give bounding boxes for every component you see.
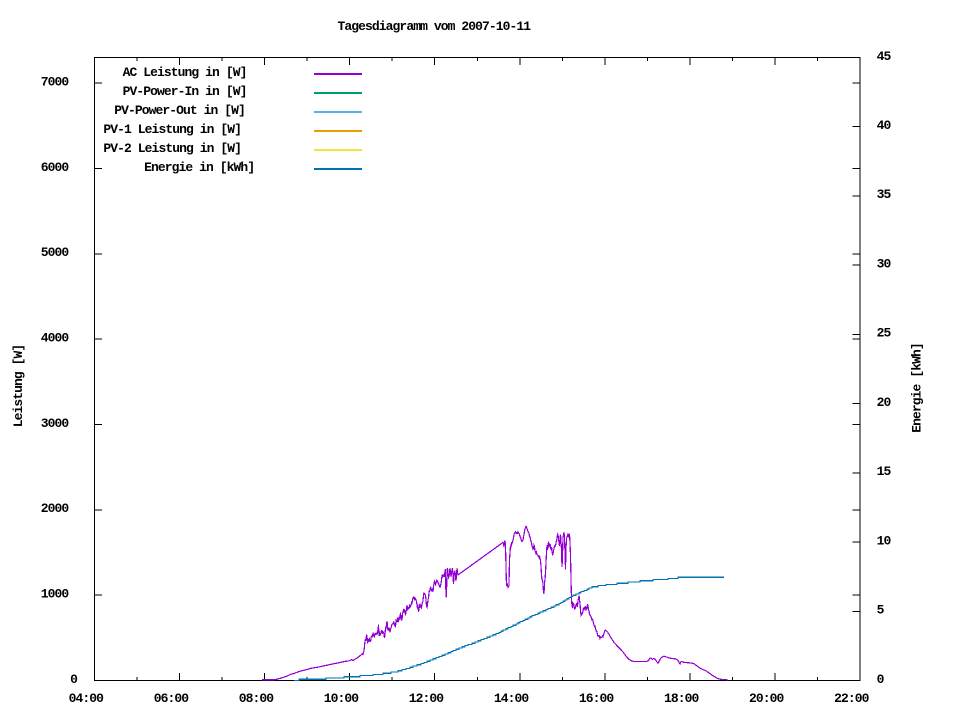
svg-text:1000: 1000: [41, 587, 70, 602]
svg-text:35: 35: [877, 187, 892, 202]
svg-text:3000: 3000: [41, 416, 70, 431]
svg-text:PV-1 Leistung in [W]: PV-1 Leistung in [W]: [103, 122, 241, 137]
svg-text:Tagesdiagramm vom 2007-10-11: Tagesdiagramm vom 2007-10-11: [338, 19, 532, 34]
svg-text:04:00: 04:00: [69, 691, 105, 706]
svg-text:30: 30: [877, 257, 892, 272]
svg-text:18:00: 18:00: [664, 691, 700, 706]
svg-text:7000: 7000: [41, 75, 70, 90]
svg-text:20: 20: [877, 395, 892, 410]
svg-text:0: 0: [877, 672, 885, 687]
svg-text:08:00: 08:00: [239, 691, 275, 706]
svg-text:Leistung [W]: Leistung [W]: [11, 345, 26, 428]
svg-text:PV-2 Leistung in [W]: PV-2 Leistung in [W]: [103, 141, 241, 156]
svg-text:PV-Power-In in [W]: PV-Power-In in [W]: [123, 84, 247, 99]
svg-text:10:00: 10:00: [324, 691, 360, 706]
svg-text:12:00: 12:00: [409, 691, 445, 706]
svg-text:20:00: 20:00: [749, 691, 785, 706]
svg-text:22:00: 22:00: [834, 691, 870, 706]
svg-text:Energie in [kWh]: Energie in [kWh]: [144, 160, 254, 175]
svg-text:16:00: 16:00: [579, 691, 615, 706]
svg-text:5: 5: [877, 603, 885, 618]
svg-text:6000: 6000: [41, 160, 70, 175]
svg-text:40: 40: [877, 118, 892, 133]
svg-text:25: 25: [877, 326, 892, 341]
svg-text:5000: 5000: [41, 245, 70, 260]
svg-text:14:00: 14:00: [494, 691, 530, 706]
svg-text:2000: 2000: [41, 501, 70, 516]
svg-text:10: 10: [877, 533, 892, 548]
svg-text:45: 45: [877, 49, 892, 64]
svg-text:0: 0: [70, 672, 78, 687]
svg-text:4000: 4000: [41, 331, 70, 346]
svg-text:15: 15: [877, 464, 892, 479]
svg-text:AC Leistung in [W]: AC Leistung in [W]: [123, 65, 247, 80]
svg-text:06:00: 06:00: [154, 691, 190, 706]
svg-text:Energie [kWh]: Energie [kWh]: [910, 343, 925, 432]
svg-text:PV-Power-Out in [W]: PV-Power-Out in [W]: [114, 103, 245, 118]
